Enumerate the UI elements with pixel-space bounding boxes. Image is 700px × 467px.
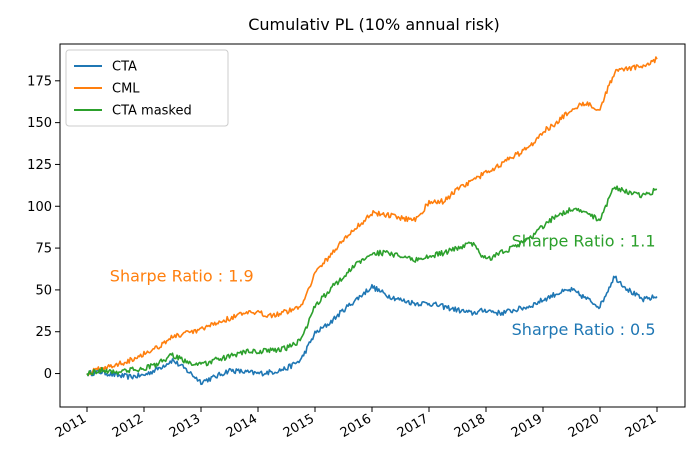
sharpe-ratio-annotation: Sharpe Ratio : 1.1 [512,231,656,250]
x-tick-label: 2012 [110,411,146,441]
y-tick-label: 0 [44,367,52,382]
legend-box [65,49,229,127]
y-tick-label: 50 [35,283,52,298]
x-tick-label: 2021 [623,411,659,441]
x-tick-label: 2011 [53,411,89,441]
sharpe-ratio-annotation: Sharpe Ratio : 0.5 [512,320,656,339]
x-tick-label: 2017 [395,411,431,441]
legend: CTA CML CTA masked [65,49,229,127]
x-tick-label: 2018 [452,411,488,441]
x-tick-label: 2019 [509,411,545,441]
x-tick-label: 2015 [281,411,317,441]
series-group [86,56,658,386]
sharpe-ratio-annotation: Sharpe Ratio : 1.9 [110,267,254,286]
x-tick-label: 2013 [167,411,203,441]
y-tick-label: 125 [27,158,52,173]
legend-label: CML [112,82,140,97]
annotations: Sharpe Ratio : 1.9 Sharpe Ratio : 1.1 Shar… [110,231,656,339]
y-tick-label: 150 [27,116,52,131]
y-tick-label: 100 [27,200,52,215]
y-tick-label: 25 [35,325,52,340]
series-line-cta-masked [86,185,658,377]
y-tick-label: 75 [35,242,52,257]
legend-label: CTA [112,60,137,75]
series-line-cta [86,275,658,386]
x-tick-label: 2020 [566,411,602,441]
chart-title: Cumulativ PL (10% annual risk) [248,15,500,34]
x-tick-label: 2016 [338,411,374,441]
x-axis: 2011 2012 2013 2014 2015 2016 2017 2018 2019 2020… [53,407,659,441]
y-axis: 0 25 50 75 100 125 150 175 [27,74,60,382]
y-tick-label: 175 [27,74,52,89]
x-tick-label: 2014 [224,411,260,441]
legend-label: CTA masked [112,104,192,119]
series-line-cml [86,56,658,377]
